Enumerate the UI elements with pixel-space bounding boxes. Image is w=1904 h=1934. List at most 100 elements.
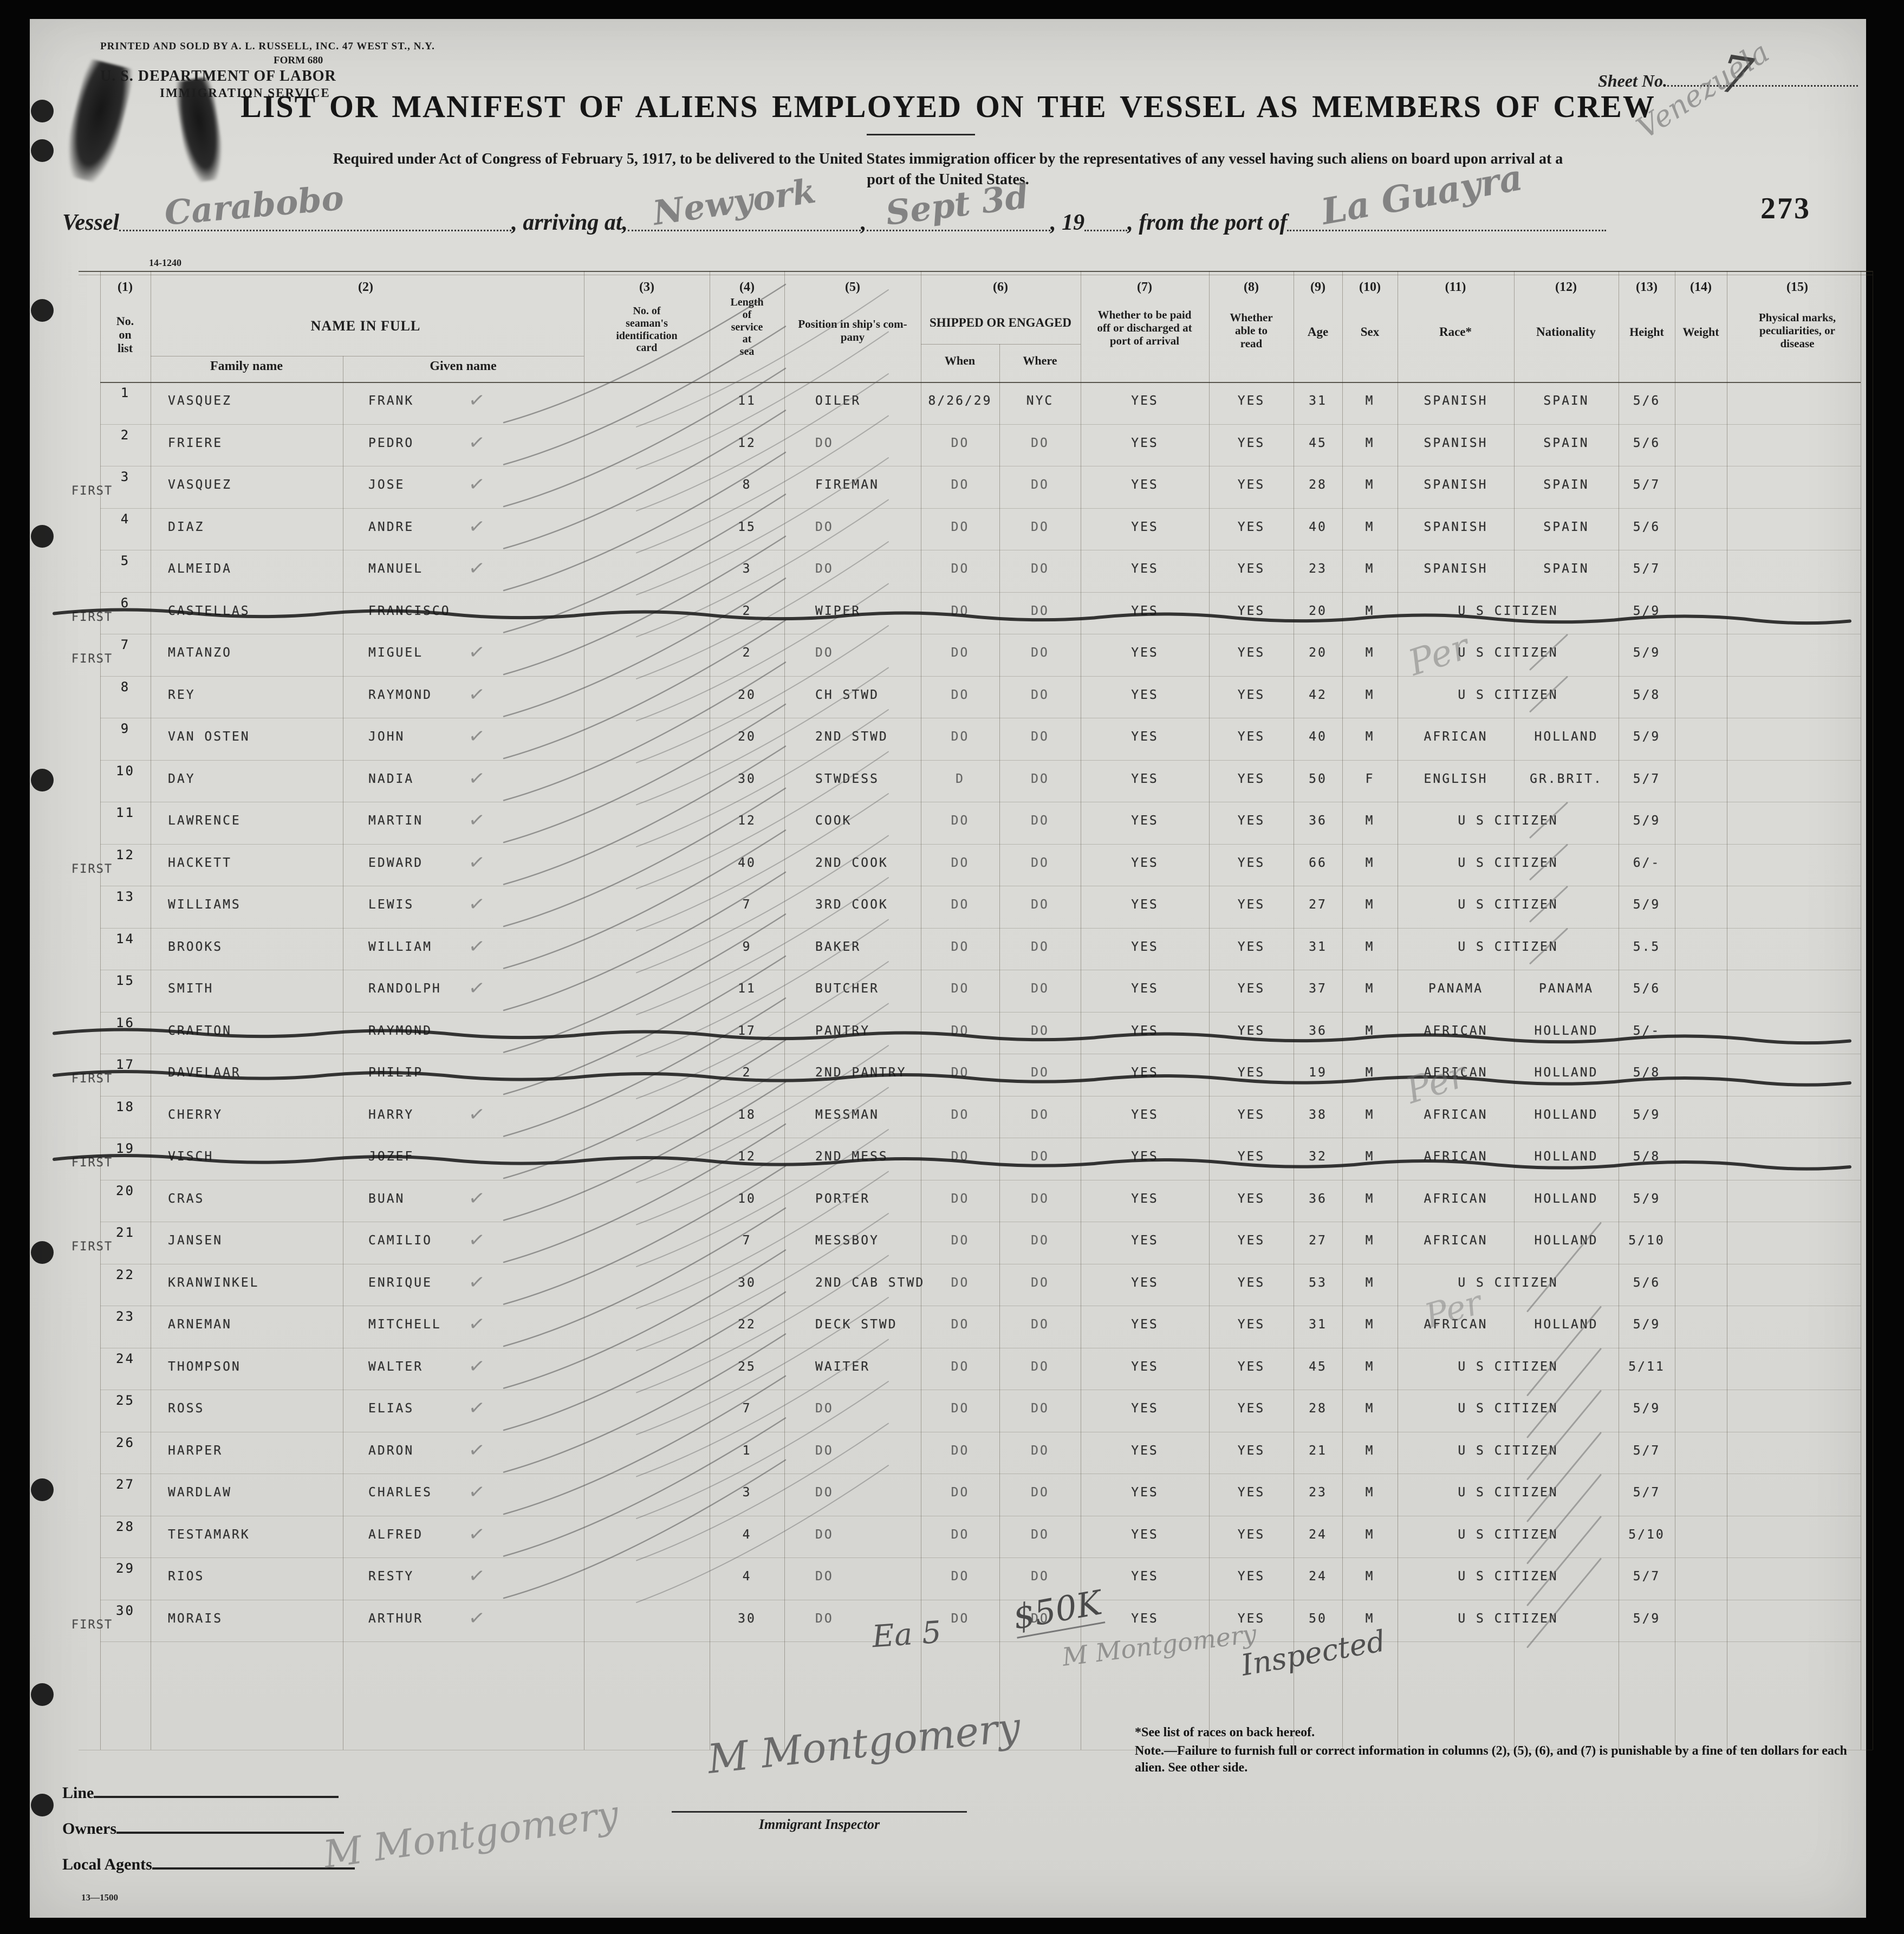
cell-height: 5.5 <box>1633 939 1661 954</box>
cell-sex: M <box>1365 687 1375 702</box>
cell-when: DO <box>951 687 970 702</box>
table-row: 20 CRAS BUAN 10 PORTER DO DO YES YES 36 M 5/9 ✓ HOLLA… <box>30 1180 1866 1222</box>
grid-line <box>921 344 1081 345</box>
cell-age: 45 <box>1309 1359 1327 1374</box>
cell-no: 23 <box>116 1309 135 1324</box>
cell-read: YES <box>1237 520 1265 534</box>
cell-age: 24 <box>1309 1569 1327 1583</box>
cell-height: 5/9 <box>1633 603 1661 618</box>
table-row: 14 BROOKS WILLIAM 9 BAKER DO DO YES YES 31 M 5.5 ✓ U … <box>30 928 1866 970</box>
vessel-line: Vessel Carabobo , arriving at, Newyork ,… <box>62 156 1606 236</box>
cell-age: 32 <box>1309 1150 1327 1164</box>
cell-height: 5/9 <box>1633 1611 1661 1626</box>
cell-no: 28 <box>116 1518 135 1534</box>
cell-sex: M <box>1365 1107 1375 1122</box>
first-stamp: FIRST <box>71 610 113 624</box>
cell-age: 45 <box>1309 436 1327 450</box>
cell-nationality: SPAIN <box>1543 520 1589 534</box>
cell-read: YES <box>1237 687 1265 702</box>
seaman-card-checkmark: ✓ <box>467 1438 486 1463</box>
col-header-when: When <box>944 354 976 367</box>
cell-family: WARDLAW <box>168 1485 232 1500</box>
grid-line <box>1514 271 1515 1750</box>
table-row: 2 FRIERE PEDRO 12 DO DO DO YES YES 45 M 5/6 ✓ SPAIN SP… <box>30 424 1866 466</box>
table-row: 4 DIAZ ANDRE 15 DO DO DO YES YES 40 M 5/6 ✓ SPAIN SPAN… <box>30 508 1866 550</box>
seaman-card-checkmark: ✓ <box>467 640 486 665</box>
cell-race: SPANISH <box>1424 562 1488 576</box>
col-num-2: (2) <box>358 280 373 294</box>
cell-race: U S CITIZEN <box>1458 1443 1558 1458</box>
cell-service: 10 <box>738 1191 756 1206</box>
cell-service: 2 <box>742 603 752 618</box>
cell-read: YES <box>1237 1066 1265 1080</box>
cell-no: 27 <box>116 1477 135 1492</box>
cell-nationality: GR.BRIT. <box>1530 771 1603 786</box>
cell-age: 42 <box>1309 687 1327 702</box>
cell-service: 1 <box>742 1443 752 1458</box>
cell-when: DO <box>951 982 970 996</box>
cell-height: 5/11 <box>1628 1359 1665 1374</box>
cell-sex: M <box>1365 1150 1375 1164</box>
first-stamp: FIRST <box>71 1072 113 1086</box>
table-row: 29 RIOS RESTY 4 DO DO DO YES YES 24 M 5/7 ✓ U S CITIZ… <box>30 1557 1866 1600</box>
grid-line <box>100 1012 1861 1013</box>
grid-line <box>100 271 101 1750</box>
cell-given: NADIA <box>368 771 414 786</box>
cell-height: 5/- <box>1633 1023 1661 1038</box>
cell-given: EDWARD <box>368 855 424 870</box>
cell-service: 4 <box>742 1527 752 1542</box>
cell-no: 11 <box>116 805 135 820</box>
cell-given: FRANCISCO <box>368 603 451 618</box>
vessel-label: Vessel <box>62 210 119 235</box>
cell-when: DO <box>951 1401 970 1416</box>
cell-family: RIOS <box>168 1569 205 1583</box>
cell-where: DO <box>1031 646 1049 660</box>
cell-family: ARNEMAN <box>168 1318 232 1332</box>
cell-position: DO <box>815 1527 834 1542</box>
cell-where: DO <box>1031 939 1049 954</box>
hole-punch <box>31 100 54 122</box>
table-row: 26 HARPER ADRON 1 DO DO DO YES YES 21 M 5/7 ✓ U S CIT… <box>30 1432 1866 1474</box>
cell-paid: YES <box>1131 1569 1159 1583</box>
seaman-card-checkmark: ✓ <box>467 892 486 917</box>
port-label: , from the port of <box>1127 210 1288 235</box>
cell-read: YES <box>1237 1485 1265 1500</box>
cell-age: 31 <box>1309 1318 1327 1332</box>
cell-where: DO <box>1031 520 1049 534</box>
seaman-card-checkmark: ✓ <box>467 1270 486 1295</box>
col-header-name-in-full: NAME IN FULL <box>310 318 421 334</box>
cell-position: DO <box>815 1443 834 1458</box>
cell-position: PANTRY <box>815 1023 870 1038</box>
cell-height: 5/9 <box>1633 730 1661 744</box>
cell-position: BAKER <box>815 939 861 954</box>
cell-where: DO <box>1031 1485 1049 1500</box>
seaman-card-checkmark: ✓ <box>467 850 486 875</box>
cell-read: YES <box>1237 1359 1265 1374</box>
cell-height: 5/10 <box>1628 1234 1665 1248</box>
cell-when: 8/26/29 <box>928 394 992 408</box>
cell-height: 5/7 <box>1633 478 1661 492</box>
cell-when: DO <box>951 855 970 870</box>
cell-paid: YES <box>1131 1191 1159 1206</box>
col-header-seaman-card: No. of seaman's identification card <box>616 305 678 354</box>
table-row: 11 LAWRENCE MARTIN 12 COOK DO DO YES YES 36 M 5/9 ✓ U… <box>30 802 1866 844</box>
table-row: 25 ROSS ELIAS 7 DO DO DO YES YES 28 M 5/9 ✓ U S CITIZ… <box>30 1390 1866 1432</box>
table-row: 18 CHERRY HARRY 18 MESSMAN DO DO YES YES 38 M 5/9 ✓ H… <box>30 1096 1866 1138</box>
table-row: 13 WILLIAMS LEWIS 7 3RD COOK DO DO YES YES 27 M 5/9… <box>30 886 1866 928</box>
subtitle: Required under Act of Congress of Februa… <box>81 149 1815 190</box>
cell-service: 15 <box>738 520 756 534</box>
cell-paid: YES <box>1131 939 1159 954</box>
seaman-card-checkmark: ✓ <box>467 430 486 455</box>
table-row: 5 ALMEIDA MANUEL 3 DO DO DO YES YES 23 M 5/7 ✓ SPAIN S… <box>30 550 1866 592</box>
cell-family: VASQUEZ <box>168 478 232 492</box>
cell-position: 3RD COOK <box>815 898 888 912</box>
hole-punch <box>31 1241 54 1264</box>
cell-when: DO <box>951 562 970 576</box>
cell-paid: YES <box>1131 1023 1159 1038</box>
cell-where: DO <box>1031 855 1049 870</box>
cell-no: 26 <box>116 1435 135 1450</box>
cell-race: AFRICAN <box>1424 1107 1488 1122</box>
cell-sex: M <box>1365 730 1375 744</box>
cell-no: 22 <box>116 1267 135 1282</box>
cell-where: DO <box>1031 1150 1049 1164</box>
